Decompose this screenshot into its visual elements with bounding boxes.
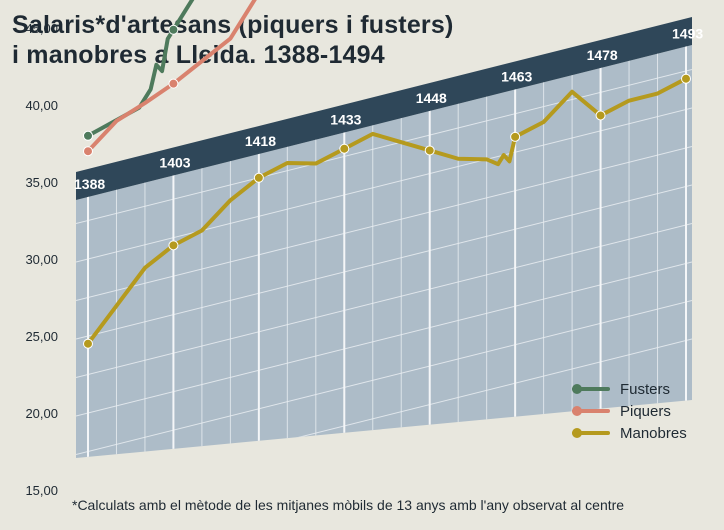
- data-point: [510, 131, 521, 142]
- grid-line-h: [76, 69, 692, 224]
- data-point: [168, 78, 179, 89]
- grid-line-h: [76, 107, 692, 263]
- grid-line-h: [76, 261, 692, 417]
- data-point: [681, 73, 691, 84]
- data-point: [83, 130, 93, 141]
- legend-swatch-fusters: [572, 382, 610, 396]
- x-tick-label: 1463: [501, 69, 532, 85]
- y-tick-label: 20,00: [25, 406, 58, 421]
- legend-label-piquers: Piquers: [620, 402, 671, 420]
- series-piquers: [83, 0, 257, 157]
- x-tick-label: 1493: [672, 26, 703, 42]
- y-tick-label: 15,00: [25, 483, 58, 498]
- x-tick-label: 1448: [416, 90, 447, 106]
- y-tick-label: 35,00: [25, 175, 58, 190]
- legend-item-piquers: Piquers: [572, 400, 712, 422]
- legend-item-fusters: Fusters: [572, 378, 712, 400]
- legend-label-manobres: Manobres: [620, 424, 687, 442]
- y-tick-label: 40,00: [25, 98, 58, 113]
- year-band: [76, 17, 692, 200]
- legend-label-fusters: Fusters: [620, 380, 671, 398]
- chart-title: Salaris*d'artesans (piquers i fusters) i…: [12, 10, 454, 70]
- grid-line-h: [76, 223, 692, 378]
- data-point: [339, 143, 350, 154]
- grid-line-h: [76, 338, 692, 458]
- series-layer: [83, 0, 691, 349]
- y-tick-label: 30,00: [25, 252, 58, 267]
- data-point: [168, 24, 179, 35]
- legend-item-manobres: Manobres: [572, 422, 712, 444]
- x-tick-label: 1388: [74, 176, 105, 192]
- series-line: [86, 0, 195, 138]
- footnote: *Calculats amb el mètode de les mitjanes…: [72, 497, 625, 513]
- data-point: [595, 110, 606, 121]
- grid-line-h: [76, 0, 692, 31]
- legend: Fusters Piquers Manobres: [572, 378, 712, 444]
- legend-swatch-piquers: [572, 404, 610, 418]
- grid-line-h: [76, 146, 692, 301]
- series-manobres: [83, 73, 691, 349]
- y-tick-label: 45,00: [25, 21, 58, 36]
- x-axis: 1388 1403 1418 1433 1448 1463 1478 1493: [74, 26, 703, 192]
- series-fusters: [83, 0, 195, 141]
- data-point: [168, 240, 179, 251]
- x-tick-label: 1433: [330, 111, 361, 127]
- legend-swatch-manobres: [572, 426, 610, 440]
- x-tick-label: 1418: [245, 133, 276, 149]
- x-tick-label: 1403: [159, 154, 190, 170]
- data-point: [83, 338, 93, 349]
- grid-line-h: [76, 300, 692, 455]
- x-tick-label: 1478: [587, 47, 618, 63]
- grid-line-h: [76, 184, 692, 340]
- data-point: [83, 146, 93, 157]
- data-point: [424, 145, 435, 156]
- y-tick-label: 25,00: [25, 329, 58, 344]
- data-point: [253, 172, 264, 183]
- series-line: [86, 0, 257, 154]
